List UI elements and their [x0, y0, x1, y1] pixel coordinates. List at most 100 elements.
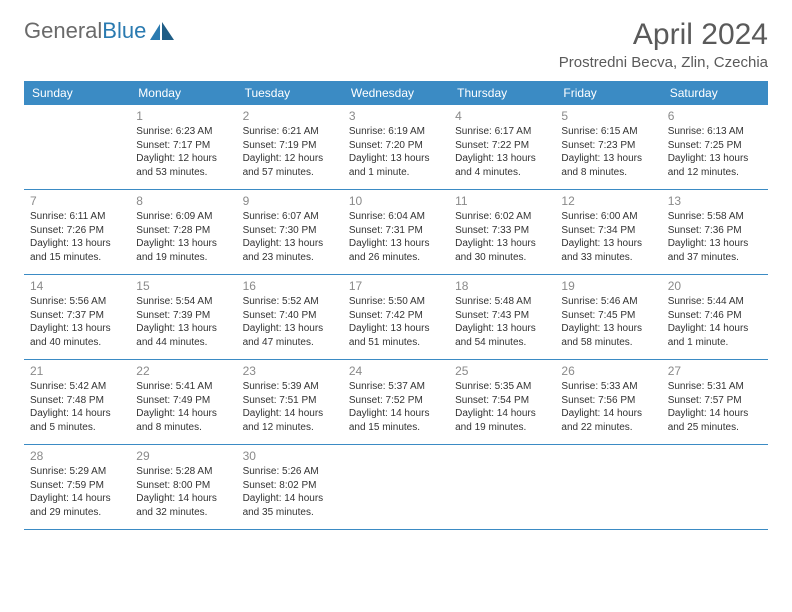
calendar-cell — [555, 445, 661, 529]
day-number: 28 — [30, 449, 123, 463]
day-header-row: Sunday Monday Tuesday Wednesday Thursday… — [24, 81, 768, 105]
day-info: Sunrise: 5:31 AMSunset: 7:57 PMDaylight:… — [668, 380, 761, 434]
sunrise-text: Sunrise: 5:58 AM — [668, 210, 761, 224]
daylight-text: Daylight: 14 hours and 25 minutes. — [668, 407, 761, 434]
daylight-text: Daylight: 14 hours and 19 minutes. — [455, 407, 548, 434]
sunrise-text: Sunrise: 5:41 AM — [136, 380, 229, 394]
sunrise-text: Sunrise: 5:29 AM — [30, 465, 123, 479]
daylight-text: Daylight: 13 hours and 44 minutes. — [136, 322, 229, 349]
day-info: Sunrise: 6:21 AMSunset: 7:19 PMDaylight:… — [243, 125, 336, 179]
day-number: 17 — [349, 279, 442, 293]
sunrise-text: Sunrise: 6:23 AM — [136, 125, 229, 139]
day-number: 24 — [349, 364, 442, 378]
calendar-cell: 6Sunrise: 6:13 AMSunset: 7:25 PMDaylight… — [662, 105, 768, 189]
calendar-cell: 21 Sunrise: 5:42 AMSunset: 7:48 PMDayligh… — [24, 360, 130, 444]
sunrise-text: Sunrise: 6:19 AM — [349, 125, 442, 139]
sunset-text: Sunset: 7:36 PM — [668, 224, 761, 238]
day-info: Sunrise: 5:33 AMSunset: 7:56 PMDaylight:… — [561, 380, 654, 434]
daylight-text: Daylight: 13 hours and 1 minute. — [349, 152, 442, 179]
day-number: 1 — [136, 109, 229, 123]
sunrise-text: Sunrise: 6:00 AM — [561, 210, 654, 224]
day-number: 21 — [30, 364, 123, 378]
sunset-text: Sunset: 7:54 PM — [455, 394, 548, 408]
day-info: Sunrise: 6:07 AMSunset: 7:30 PMDaylight:… — [243, 210, 336, 264]
day-number: 15 — [136, 279, 229, 293]
sunset-text: Sunset: 7:51 PM — [243, 394, 336, 408]
calendar-cell: 5Sunrise: 6:15 AMSunset: 7:23 PMDaylight… — [555, 105, 661, 189]
sunrise-text: Sunrise: 5:52 AM — [243, 295, 336, 309]
daylight-text: Daylight: 13 hours and 26 minutes. — [349, 237, 442, 264]
day-info: Sunrise: 6:11 AMSunset: 7:26 PMDaylight:… — [30, 210, 123, 264]
sunrise-text: Sunrise: 5:35 AM — [455, 380, 548, 394]
sunset-text: Sunset: 7:33 PM — [455, 224, 548, 238]
day-info: Sunrise: 5:41 AMSunset: 7:49 PMDaylight:… — [136, 380, 229, 434]
day-number: 27 — [668, 364, 761, 378]
daylight-text: Daylight: 13 hours and 33 minutes. — [561, 237, 654, 264]
day-info: Sunrise: 5:52 AMSunset: 7:40 PMDaylight:… — [243, 295, 336, 349]
daylight-text: Daylight: 14 hours and 12 minutes. — [243, 407, 336, 434]
day-number: 29 — [136, 449, 229, 463]
day-info: Sunrise: 5:28 AMSunset: 8:00 PMDaylight:… — [136, 465, 229, 519]
calendar-cell: 17Sunrise: 5:50 AMSunset: 7:42 PMDayligh… — [343, 275, 449, 359]
day-number: 26 — [561, 364, 654, 378]
calendar-cell: 22Sunrise: 5:41 AMSunset: 7:49 PMDayligh… — [130, 360, 236, 444]
daylight-text: Daylight: 14 hours and 8 minutes. — [136, 407, 229, 434]
sunrise-text: Sunrise: 5:37 AM — [349, 380, 442, 394]
calendar-cell: 24 Sunrise: 5:37 AMSunset: 7:52 PMDayligh… — [343, 360, 449, 444]
sunrise-text: Sunrise: 5:42 AM — [30, 380, 123, 394]
calendar-cell — [343, 445, 449, 529]
calendar-cell: 29 Sunrise: 5:28 AMSunset: 8:00 PMDayligh… — [130, 445, 236, 529]
day-info: Sunrise: 5:37 AMSunset: 7:52 PMDaylight:… — [349, 380, 442, 434]
day-info: Sunrise: 6:00 AMSunset: 7:34 PMDaylight:… — [561, 210, 654, 264]
week-row: 1Sunrise: 6:23 AMSunset: 7:17 PMDaylight… — [24, 105, 768, 190]
daylight-text: Daylight: 14 hours and 32 minutes. — [136, 492, 229, 519]
day-header-cell: Tuesday — [237, 81, 343, 105]
sunrise-text: Sunrise: 6:04 AM — [349, 210, 442, 224]
sunrise-text: Sunrise: 6:13 AM — [668, 125, 761, 139]
day-header-cell: Thursday — [449, 81, 555, 105]
sunrise-text: Sunrise: 6:17 AM — [455, 125, 548, 139]
daylight-text: Daylight: 13 hours and 19 minutes. — [136, 237, 229, 264]
calendar-cell: 8Sunrise: 6:09 AMSunset: 7:28 PMDaylight… — [130, 190, 236, 274]
daylight-text: Daylight: 13 hours and 54 minutes. — [455, 322, 548, 349]
day-info: Sunrise: 5:54 AMSunset: 7:39 PMDaylight:… — [136, 295, 229, 349]
calendar-cell: 30Sunrise: 5:26 AMSunset: 8:02 PMDayligh… — [237, 445, 343, 529]
location-text: Prostredni Becva, Zlin, Czechia — [559, 54, 768, 71]
day-number: 9 — [243, 194, 336, 208]
day-number: 6 — [668, 109, 761, 123]
sunset-text: Sunset: 8:02 PM — [243, 479, 336, 493]
sunrise-text: Sunrise: 5:48 AM — [455, 295, 548, 309]
day-info: Sunrise: 6:17 AMSunset: 7:22 PMDaylight:… — [455, 125, 548, 179]
sunrise-text: Sunrise: 5:31 AM — [668, 380, 761, 394]
sunset-text: Sunset: 7:37 PM — [30, 309, 123, 323]
day-number: 25 — [455, 364, 548, 378]
sunset-text: Sunset: 7:39 PM — [136, 309, 229, 323]
calendar: Sunday Monday Tuesday Wednesday Thursday… — [24, 81, 768, 530]
sunrise-text: Sunrise: 5:44 AM — [668, 295, 761, 309]
sunset-text: Sunset: 7:42 PM — [349, 309, 442, 323]
daylight-text: Daylight: 13 hours and 12 minutes. — [668, 152, 761, 179]
daylight-text: Daylight: 12 hours and 57 minutes. — [243, 152, 336, 179]
logo-text-gray: General — [24, 18, 102, 44]
daylight-text: Daylight: 13 hours and 47 minutes. — [243, 322, 336, 349]
calendar-cell: 19Sunrise: 5:46 AMSunset: 7:45 PMDayligh… — [555, 275, 661, 359]
daylight-text: Daylight: 13 hours and 8 minutes. — [561, 152, 654, 179]
day-number: 3 — [349, 109, 442, 123]
day-number: 20 — [668, 279, 761, 293]
daylight-text: Daylight: 14 hours and 5 minutes. — [30, 407, 123, 434]
day-number: 14 — [30, 279, 123, 293]
day-info: Sunrise: 5:35 AMSunset: 7:54 PMDaylight:… — [455, 380, 548, 434]
title-block: April 2024 Prostredni Becva, Zlin, Czech… — [559, 18, 768, 71]
calendar-cell: 13Sunrise: 5:58 AMSunset: 7:36 PMDayligh… — [662, 190, 768, 274]
sunset-text: Sunset: 7:40 PM — [243, 309, 336, 323]
page-title: April 2024 — [559, 18, 768, 52]
day-number: 18 — [455, 279, 548, 293]
day-number: 11 — [455, 194, 548, 208]
day-info: Sunrise: 5:42 AMSunset: 7:48 PMDaylight:… — [30, 380, 123, 434]
day-info: Sunrise: 5:46 AMSunset: 7:45 PMDaylight:… — [561, 295, 654, 349]
calendar-cell: 1Sunrise: 6:23 AMSunset: 7:17 PMDaylight… — [130, 105, 236, 189]
day-info: Sunrise: 5:26 AMSunset: 8:02 PMDaylight:… — [243, 465, 336, 519]
sunrise-text: Sunrise: 5:54 AM — [136, 295, 229, 309]
day-header-cell: Sunday — [24, 81, 130, 105]
sunrise-text: Sunrise: 5:26 AM — [243, 465, 336, 479]
